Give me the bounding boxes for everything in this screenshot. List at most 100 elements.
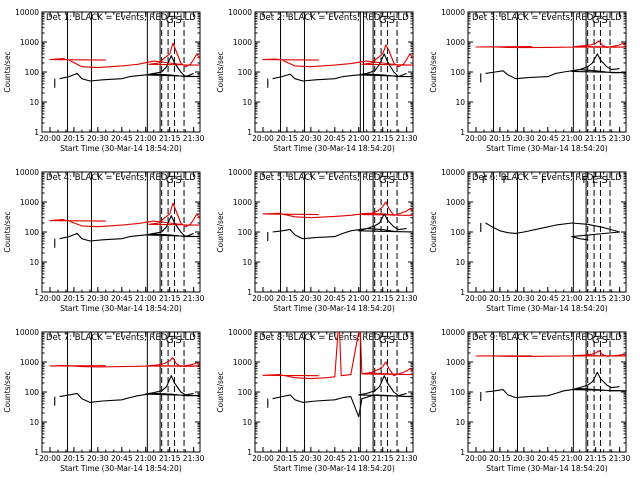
event-flag-label: S <box>175 335 181 346</box>
event-flag-label: S <box>388 335 394 346</box>
x-tick-label: 20:00 <box>39 134 61 143</box>
x-tick-label: 21:15 <box>372 294 394 303</box>
x-tick-label: 21:30 <box>396 294 418 303</box>
x-tick-label: 21:00 <box>348 134 370 143</box>
x-tick-label: 21:15 <box>159 454 181 463</box>
y-tick-label: 1 <box>34 448 39 457</box>
x-tick-label: 21:15 <box>159 134 181 143</box>
y-tick-label: 10 <box>29 98 39 107</box>
event-flag-label: G <box>592 15 600 26</box>
x-tick-label: 20:30 <box>300 454 322 463</box>
plot-frame <box>41 331 201 453</box>
y-tick-label: 100 <box>25 388 40 397</box>
y-axis-label: Counts/sec <box>3 371 12 412</box>
x-tick-label: 20:45 <box>324 294 346 303</box>
y-tick-label: 100 <box>451 68 466 77</box>
y-tick-label: 10 <box>29 258 39 267</box>
x-tick-label: 21:30 <box>396 134 418 143</box>
y-tick-label: 10 <box>242 258 252 267</box>
y-axis-label: Counts/sec <box>3 211 12 252</box>
x-tick-label: 20:15 <box>63 294 85 303</box>
event-flag-label: S <box>175 175 181 186</box>
y-tick-label: 1000 <box>233 198 252 207</box>
y-tick-label: 1000 <box>20 358 39 367</box>
x-tick-label: 20:30 <box>300 294 322 303</box>
x-tick-label: 20:15 <box>276 294 298 303</box>
panel-det-4: Det 4: BLACK = Events, RED = LLD Counts/s… <box>3 168 205 313</box>
x-axis-label: Start Time (30-Mar-14 18:54:20) <box>486 304 608 313</box>
panel-title: Det 2: BLACK = Events, RED = LLD <box>259 13 409 23</box>
panel-det-8: Det 8: BLACK = Events, RED = LLD Counts/s… <box>216 328 418 473</box>
panel-det-6: Det 6: BLACK = Events, RED = LLD Counts/s… <box>429 168 631 313</box>
x-tick-label: 20:00 <box>39 454 61 463</box>
plot-frame <box>41 171 201 293</box>
y-tick-label: 100 <box>238 388 253 397</box>
series-lld-line <box>262 201 413 219</box>
y-tick-label: 10000 <box>15 328 39 337</box>
y-tick-label: 10 <box>455 418 465 427</box>
panel-det-2: Det 2: BLACK = Events, RED = LLD Counts/s… <box>216 8 418 153</box>
series-lld-line <box>49 42 200 69</box>
event-flag-label: G <box>379 335 387 346</box>
series-events-line <box>485 222 621 241</box>
x-tick-label: 21:00 <box>135 454 157 463</box>
y-tick-label: 1000 <box>20 198 39 207</box>
x-tick-label: 20:30 <box>513 134 535 143</box>
x-tick-label: 20:15 <box>63 134 85 143</box>
series-events-line <box>272 375 413 418</box>
plot-frame <box>41 11 201 133</box>
series-events-line <box>485 371 626 399</box>
y-tick-label: 1 <box>460 448 465 457</box>
series-lld-line <box>475 40 626 49</box>
panel-title: Det 1: BLACK = Events, RED = LLD <box>46 13 196 23</box>
x-tick-label: 20:15 <box>489 134 511 143</box>
y-tick-label: 10 <box>455 98 465 107</box>
x-tick-label: 21:15 <box>372 454 394 463</box>
series-lld-line <box>262 44 413 68</box>
y-axis-label: Counts/sec <box>216 211 225 252</box>
y-tick-label: 10000 <box>441 8 465 17</box>
y-tick-label: 10000 <box>15 168 39 177</box>
x-tick-label: 21:00 <box>561 454 583 463</box>
x-tick-label: 21:15 <box>585 454 607 463</box>
event-flag-label: G <box>379 175 387 186</box>
x-axis-label: Start Time (30-Mar-14 18:54:20) <box>273 304 395 313</box>
event-flag-label: S <box>601 15 607 26</box>
series-events-line <box>59 55 200 82</box>
plot-frame <box>254 331 414 453</box>
panel-det-1: Det 1: BLACK = Events, RED = LLD Counts/s… <box>3 8 205 153</box>
y-tick-label: 1 <box>247 288 252 297</box>
y-tick-label: 100 <box>238 68 253 77</box>
x-tick-label: 20:15 <box>63 454 85 463</box>
x-tick-label: 21:00 <box>348 454 370 463</box>
y-tick-label: 1 <box>460 128 465 137</box>
x-tick-label: 21:30 <box>183 454 205 463</box>
x-tick-label: 21:30 <box>183 294 205 303</box>
x-tick-label: 20:30 <box>300 134 322 143</box>
x-tick-label: 20:00 <box>465 294 487 303</box>
panel-title: Det 6: BLACK = Events, RED = LLD <box>472 173 622 183</box>
x-tick-label: 20:00 <box>465 134 487 143</box>
event-flag-label: S <box>175 15 181 26</box>
y-tick-label: 10000 <box>228 168 252 177</box>
y-tick-label: 100 <box>238 228 253 237</box>
series-lld-line <box>49 357 200 368</box>
y-tick-label: 100 <box>25 68 40 77</box>
series-events-line <box>59 215 200 242</box>
x-tick-label: 21:15 <box>159 294 181 303</box>
event-flag-label: S <box>388 175 394 186</box>
x-tick-label: 21:15 <box>585 294 607 303</box>
y-axis-label: Counts/sec <box>216 371 225 412</box>
y-tick-label: 1000 <box>446 38 465 47</box>
x-tick-label: 20:45 <box>537 454 559 463</box>
plot-frame <box>254 11 414 133</box>
x-tick-label: 20:45 <box>111 454 133 463</box>
panel-title: Det 8: BLACK = Events, RED = LLD <box>259 333 409 343</box>
y-tick-label: 10000 <box>441 328 465 337</box>
x-tick-label: 20:45 <box>537 294 559 303</box>
x-tick-label: 20:00 <box>252 294 274 303</box>
x-tick-label: 21:15 <box>372 134 394 143</box>
event-flag-label: G <box>166 15 174 26</box>
series-lld-line <box>49 202 200 228</box>
